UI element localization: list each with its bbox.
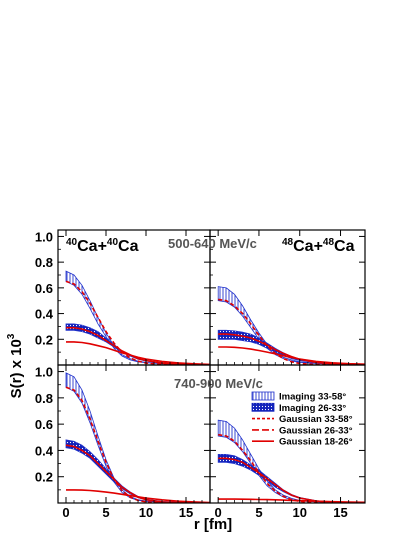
y-axis-title-text: S(r) x 10 <box>8 339 25 398</box>
isotope-mass-3: 48 <box>282 237 294 248</box>
system-label-right: 48Ca+48Ca <box>282 237 355 255</box>
legend-label-3: Gaussian 33-58° <box>279 414 353 425</box>
panel-3-xtick-label: 5 <box>102 505 109 520</box>
panel-1-plot-area <box>65 270 210 365</box>
panel-2-plot-area <box>217 286 365 365</box>
panel-3-series-5-line <box>66 489 210 503</box>
element-3: Ca+ <box>293 238 323 255</box>
panel-3-ytick-label: 0.8 <box>35 391 53 406</box>
panel-4-frame <box>209 364 366 504</box>
panel-1-ytick-label: 0.8 <box>35 255 53 270</box>
panel-1-series-1-band <box>65 270 210 365</box>
panel-4-xtick-label: 0 <box>215 505 222 520</box>
panel-3-xtick-label: 0 <box>62 505 69 520</box>
panel-3-series-4-line <box>65 444 210 503</box>
element-2: Ca <box>118 238 139 255</box>
panel-3-plot-area <box>65 372 210 503</box>
panel-1-ytick-label: 0.2 <box>35 332 53 347</box>
legend-symbol-1 <box>251 391 275 401</box>
panel-1-ytick-label: 0.6 <box>35 281 53 296</box>
x-axis-title: r [fm] <box>194 516 232 533</box>
panel-2-series-1-band <box>217 286 365 365</box>
panel-2-series-4-line <box>218 333 365 365</box>
y-axis-title-exponent: 3 <box>6 333 17 339</box>
panel-3-ytick-label: 0.4 <box>35 443 54 458</box>
panel-4-xtick-label: 15 <box>333 505 347 520</box>
momentum-label-bottom: 740-900 MeV/c <box>174 376 263 391</box>
panel-2-series-5-line <box>218 346 365 365</box>
panel-3-series-1-band <box>65 372 210 503</box>
legend-label-2: Imaging 26-33° <box>279 403 346 414</box>
legend-label-5: Gaussian 18-26° <box>279 437 353 448</box>
panel-4-xtick-label: 10 <box>293 505 307 520</box>
panel-1-ytick-label: 1.0 <box>35 229 53 244</box>
panel-3-xtick-label: 10 <box>139 505 153 520</box>
y-axis-title: S(r) x 103 <box>6 333 25 398</box>
panel-3-series-2-band <box>65 439 210 503</box>
panel-3-ytick-label: 0.2 <box>35 470 53 485</box>
legend-label-1: Imaging 33-58° <box>279 392 346 403</box>
panels-layer: 0.2 0.4 0.6 0.8 1.0 0.2 0.4 0.6 0.8 1.0 0 5 10 15 0 5 10… <box>35 229 366 520</box>
panel-1-ytick-label: 0.4 <box>35 307 54 322</box>
legend: Imaging 33-58°Imaging 26-33°Gaussian 33-… <box>251 391 353 448</box>
legend-label-4: Gaussian 26-33° <box>279 425 353 436</box>
element-4: Ca <box>334 238 355 255</box>
panel-4-series-1-band <box>217 419 365 503</box>
isotope-mass-2: 40 <box>107 237 119 248</box>
panel-3-xtick-label: 15 <box>179 505 193 520</box>
panel-4-series-5-line <box>218 498 365 503</box>
panel-3-series-3-line <box>65 386 210 503</box>
legend-symbol-2 <box>251 402 275 412</box>
panel-1-series-5-line <box>66 341 210 365</box>
panel-3-ytick-label: 1.0 <box>35 365 53 380</box>
momentum-label-top: 500-640 MeV/c <box>168 236 257 251</box>
panel-1-series-4-line <box>66 326 210 365</box>
panel-3-ytick-label: 0.6 <box>35 417 53 432</box>
panel-3: 0.2 0.4 0.6 0.8 1.0 0 5 10 15 <box>35 364 211 520</box>
isotope-mass-1: 40 <box>66 237 78 248</box>
panel-4-xtick-label: 5 <box>255 505 262 520</box>
panel-1-series-3-line <box>65 280 210 365</box>
element-1: Ca+ <box>77 238 107 255</box>
system-label-left: 40Ca+40Ca <box>66 237 139 255</box>
isotope-mass-4: 48 <box>323 237 335 248</box>
panel-4: 0 5 10 15 <box>209 364 366 520</box>
